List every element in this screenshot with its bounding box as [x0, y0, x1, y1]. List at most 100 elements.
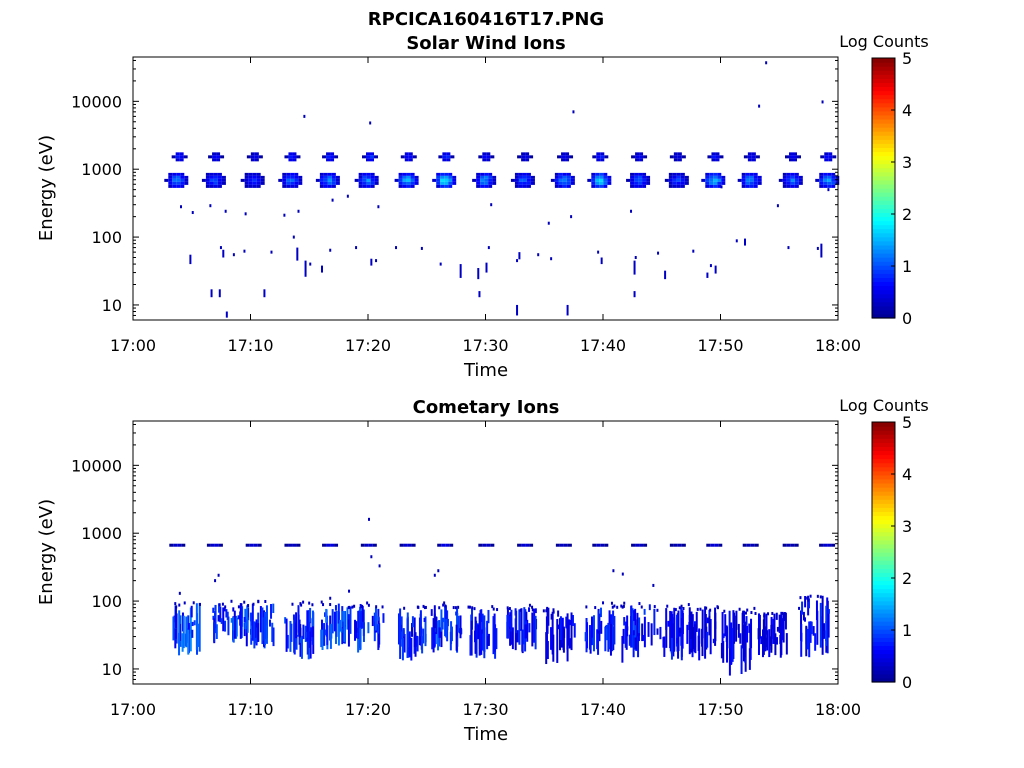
spectrogram-pixel — [177, 543, 182, 547]
spectrogram-pixel — [514, 172, 519, 176]
spectrogram-pixel — [586, 622, 589, 649]
spectrogram-pixel — [484, 184, 489, 188]
sparse-count-pixel — [369, 121, 372, 125]
spectrogram-pixel — [636, 619, 639, 637]
spectrogram-pixel — [331, 172, 336, 176]
colorbar-swatch — [872, 309, 895, 315]
spectrogram-pixel — [776, 626, 779, 632]
colorbar-swatch — [872, 596, 895, 602]
spectrogram-pixel — [339, 619, 342, 626]
sparse-count-pixel — [377, 205, 380, 209]
spectrogram-pixel — [438, 155, 443, 159]
spectrogram-pixel — [308, 601, 311, 605]
spectrogram-pixel — [284, 155, 289, 159]
sparse-count-pixel — [217, 573, 220, 577]
spectrogram-pixel — [594, 606, 597, 610]
spectrogram-pixel — [518, 172, 523, 176]
spectrogram-pixel — [237, 605, 240, 609]
spectrogram-pixel — [221, 181, 226, 185]
colorbar-swatch — [872, 236, 895, 242]
spectrogram-pixel — [515, 610, 518, 634]
colorbar-swatch — [872, 503, 895, 508]
sparse-count-streak — [744, 238, 746, 246]
spectrogram-pixel — [647, 622, 650, 637]
colorbar-swatch — [872, 556, 895, 561]
spectrogram-pixel — [375, 605, 378, 609]
spectrogram-pixel — [209, 172, 214, 176]
spectrogram-pixel — [446, 622, 449, 631]
spectrogram-pixel — [739, 633, 742, 644]
spectrogram-pixel — [400, 616, 403, 640]
spectrogram-pixel — [290, 175, 295, 179]
spectrogram-pixel — [299, 637, 302, 643]
spectrogram-pixel — [334, 155, 339, 159]
spectrogram-pixel — [534, 608, 537, 614]
spectrogram-pixel — [402, 178, 407, 182]
spectrogram-pixel — [209, 175, 214, 179]
spectrogram-pixel — [623, 601, 626, 605]
spectrogram-pixel — [677, 155, 682, 159]
spectrogram-pixel — [826, 628, 829, 654]
colorbar-swatch — [872, 572, 895, 577]
spectrogram-pixel — [602, 601, 605, 605]
spectrogram-pixel — [628, 634, 631, 646]
spectrogram-pixel — [187, 629, 190, 655]
spectrogram-pixel — [192, 601, 195, 605]
colorbar-swatch — [872, 58, 895, 63]
spectrogram-pixel — [569, 155, 574, 159]
spectrogram-pixel — [555, 543, 560, 547]
spectrogram-pixel — [529, 543, 534, 547]
spectrogram-pixel — [714, 543, 719, 547]
spectrogram-pixel — [174, 602, 177, 606]
spectrogram-pixel — [445, 618, 448, 638]
spectrogram-pixel — [835, 175, 840, 179]
spectrogram-pixel — [416, 605, 419, 609]
spectrogram-pixel — [704, 606, 707, 659]
spectrogram-pixel — [694, 630, 697, 654]
colorbar-tick-label: 4 — [902, 465, 912, 484]
spectrogram-pixel — [643, 616, 646, 648]
spectrogram-pixel — [180, 175, 185, 179]
spectrogram-pixel — [442, 617, 445, 623]
spectrogram-pixel — [753, 184, 758, 188]
spectrogram-pixel — [600, 155, 605, 159]
colorbar-swatch — [872, 62, 895, 67]
spectrogram-pixel — [374, 155, 378, 159]
spectrogram-pixel — [712, 638, 715, 644]
spectrogram-pixel — [646, 175, 651, 179]
colorbar-swatch — [872, 462, 895, 468]
alpha-beam — [208, 152, 225, 162]
sparse-count-pixel — [487, 246, 490, 250]
sparse-count-pixel — [827, 188, 830, 192]
spectrogram-pixel — [688, 614, 691, 655]
spectrogram-pixel — [591, 175, 596, 179]
colorbar-swatch — [872, 600, 895, 606]
spectrogram-pixel — [684, 178, 689, 182]
spectrogram-pixel — [436, 181, 441, 185]
spectrogram-pixel — [709, 184, 714, 188]
sparse-count-pixel — [309, 262, 312, 266]
colorbar-swatch — [872, 86, 895, 92]
spectrogram-pixel — [438, 627, 441, 638]
spectrogram-pixel — [819, 172, 824, 176]
spectrogram-pixel — [302, 600, 305, 604]
spectrogram-pixel — [360, 543, 365, 547]
spectrogram-pixel — [562, 626, 565, 653]
colorbar-swatch — [872, 608, 895, 614]
spectrogram-pixel — [347, 614, 350, 625]
spectrogram-pixel — [785, 155, 789, 159]
spectrogram-pixel — [467, 605, 470, 609]
colorbar: 0 1 2 3 4 5 — [871, 413, 912, 692]
spectrogram-pixel — [607, 181, 612, 185]
sparse-count-pixel — [439, 262, 442, 266]
spectrogram-pixel — [570, 612, 573, 651]
spectrogram-pixel — [261, 617, 264, 641]
spectrogram-pixel — [790, 175, 795, 179]
spectrogram-pixel — [490, 543, 495, 547]
spectrogram-pixel — [233, 610, 236, 639]
spectrogram-pixel — [603, 175, 608, 179]
colorbar-swatch — [872, 564, 895, 569]
solar-wind-beam — [315, 172, 340, 188]
spectrogram-pixel — [798, 181, 803, 185]
colorbar-swatch — [872, 535, 895, 541]
